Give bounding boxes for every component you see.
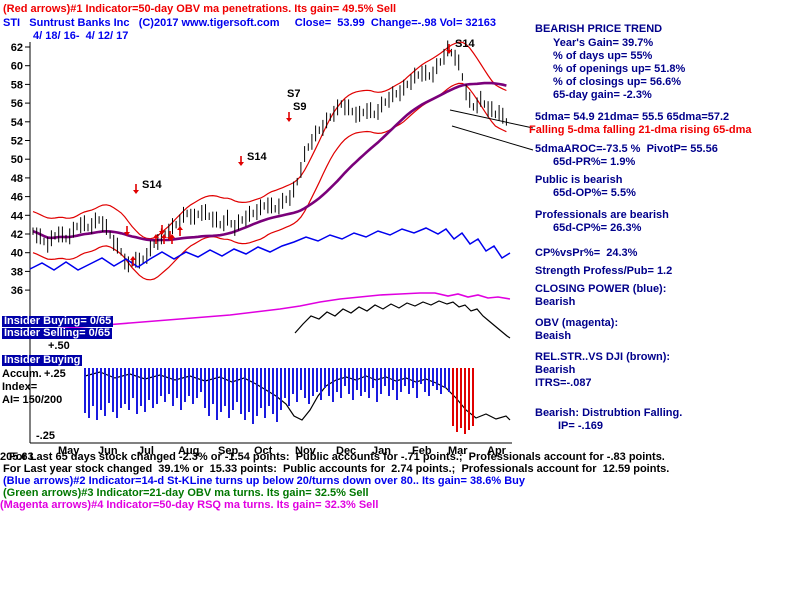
- obv-plus50-scale: +.50: [48, 340, 70, 352]
- rp-public-status: Public is bearish: [535, 174, 623, 186]
- rp-years-gain: Year's Gain= 39.7%: [553, 37, 654, 49]
- x-axis-month-label: Oct: [254, 445, 273, 457]
- rp-dma-values: 5dma= 54.9 21dma= 55.5 65dma=57.2: [535, 111, 730, 123]
- y-axis-label: 52: [11, 136, 23, 148]
- rp-closings-up: % of closings up= 56.6%: [553, 76, 682, 88]
- ticker-info-line: STI Suntrust Banks Inc (C)2017 www.tiger…: [3, 17, 497, 29]
- signal-annotation: S14: [142, 179, 162, 191]
- insider-selling-label: Insider Selling= 0/65: [2, 327, 113, 339]
- indicator4-legend: (Magenta arrows)#4 Indicator=50-day RSQ …: [0, 499, 379, 511]
- accum-minus25-scale: -.25: [36, 430, 55, 442]
- obv-line: [29, 292, 511, 332]
- rp-65day-gain: 65-day gain= -2.3%: [553, 89, 652, 101]
- rp-distribution: Bearish: Distrubtion Falling.: [535, 407, 683, 419]
- signal-annotation: S14: [455, 38, 475, 50]
- rp-aroc-pivot: 5dmaAROC=-73.5 % PivotP= 55.56: [535, 143, 718, 155]
- rp-obv-header: OBV (magenta):: [535, 317, 619, 329]
- y-axis-label: 36: [11, 285, 23, 297]
- y-axis-label: 58: [11, 79, 23, 91]
- x-axis-month-label: Apr: [487, 445, 507, 457]
- y-axis-label: 46: [11, 192, 23, 204]
- volatility-bands: [32, 41, 507, 281]
- price-bars: [32, 40, 507, 273]
- rp-days-up: % of days up= 55%: [553, 50, 653, 62]
- x-axis-month-label: Nov: [295, 445, 317, 457]
- rp-itrs: ITRS=-.087: [535, 377, 592, 389]
- y-axis-label: 56: [11, 98, 23, 110]
- y-axis-label: 50: [11, 154, 23, 166]
- scale-205-label: 205.63: [0, 451, 34, 463]
- callout-lines: [449, 109, 534, 151]
- rp-cp-vs-pr: CP%vsPr%= 24.3%: [535, 247, 638, 259]
- x-axis-month-label: Dec: [336, 445, 356, 457]
- y-axis-label: 40: [11, 248, 23, 260]
- rp-65d-pr: 65d-PR%= 1.9%: [553, 156, 636, 168]
- rp-closing-power-status: Bearish: [535, 296, 576, 308]
- accum-plus25-scale: +.25: [44, 368, 66, 380]
- y-axis-label: 54: [11, 117, 24, 129]
- signal-annotation: S14: [247, 151, 267, 163]
- rp-closing-power-header: CLOSING POWER (blue):: [535, 283, 667, 295]
- footer-year-line: For Last year stock changed 39.1% or 15.…: [3, 463, 670, 475]
- indicator2-legend: (Blue arrows)#2 Indicator=14-d St-KLine …: [3, 475, 526, 487]
- rp-obv-status: Beaish: [535, 330, 572, 342]
- signal-annotation: S9: [293, 101, 306, 113]
- rp-relstr-status: Bearish: [535, 364, 576, 376]
- rp-65d-cp: 65d-CP%= 26.3%: [553, 222, 642, 234]
- y-axis-label: 60: [11, 61, 23, 73]
- y-axis-label: 48: [11, 173, 23, 185]
- x-axis-month-label: Aug: [178, 445, 199, 457]
- x-axis-month-label: Jun: [98, 445, 118, 457]
- signal-arrows: [124, 44, 452, 266]
- rp-dma-trend: Falling 5-dma falling 21-dma rising 65-d…: [529, 124, 752, 136]
- x-axis-month-label: Jan: [372, 445, 391, 457]
- x-axis-month-label: Feb: [412, 445, 432, 457]
- index-label: Index=: [2, 381, 38, 393]
- rp-65d-op: 65d-OP%= 5.5%: [553, 187, 636, 199]
- rp-openings-up: % of openings up= 51.8%: [553, 63, 686, 75]
- y-axis-label: 62: [11, 42, 23, 54]
- insider-buying-label: Insider Buying= 0/65: [2, 315, 114, 327]
- signal-annotation: S7: [287, 88, 300, 100]
- x-axis-month-label: Mar: [448, 445, 468, 457]
- y-axis-label: 44: [11, 210, 24, 222]
- rp-ip: IP= -.169: [558, 420, 603, 432]
- relative-strength-line: [294, 300, 511, 339]
- footer-65day-line: For Last 65 days stock changed -2.3% or …: [9, 451, 665, 463]
- x-axis-month-label: May: [58, 445, 80, 457]
- rp-title: BEARISH PRICE TREND: [535, 23, 663, 35]
- rp-relstr-header: REL.STR..VS DJI (brown):: [535, 351, 671, 363]
- closing-power-line: [29, 227, 511, 271]
- y-axis-label: 38: [11, 266, 23, 278]
- indicator3-legend: (Green arrows)#3 Indicator=21-day OBV ma…: [3, 487, 369, 499]
- rp-professionals-status: Professionals are bearish: [535, 209, 669, 221]
- axes: 62 60 58 56 54 52 50 48 46 44 42 40 38 36 May Jun Jul Aug…: [11, 42, 512, 457]
- y-axis-label: 42: [11, 229, 23, 241]
- date-range: 4/ 18/ 16- 4/ 12/ 17: [33, 30, 129, 42]
- accum-histogram: [84, 368, 474, 434]
- x-axis-month-label: Sep: [218, 445, 238, 457]
- accum-label: Accum.: [2, 368, 42, 380]
- ai-value-label: AI= 150/200: [2, 394, 63, 406]
- x-axis-month-label: Jul: [138, 445, 154, 457]
- moving-average-line: [32, 81, 507, 242]
- indicator1-legend: (Red arrows)#1 Indicator=50-day OBV ma p…: [3, 3, 397, 15]
- rp-strength-ratio: Strength Profess/Pub= 1.2: [535, 265, 673, 277]
- insider-buying-panel-label: Insider Buying: [2, 354, 83, 366]
